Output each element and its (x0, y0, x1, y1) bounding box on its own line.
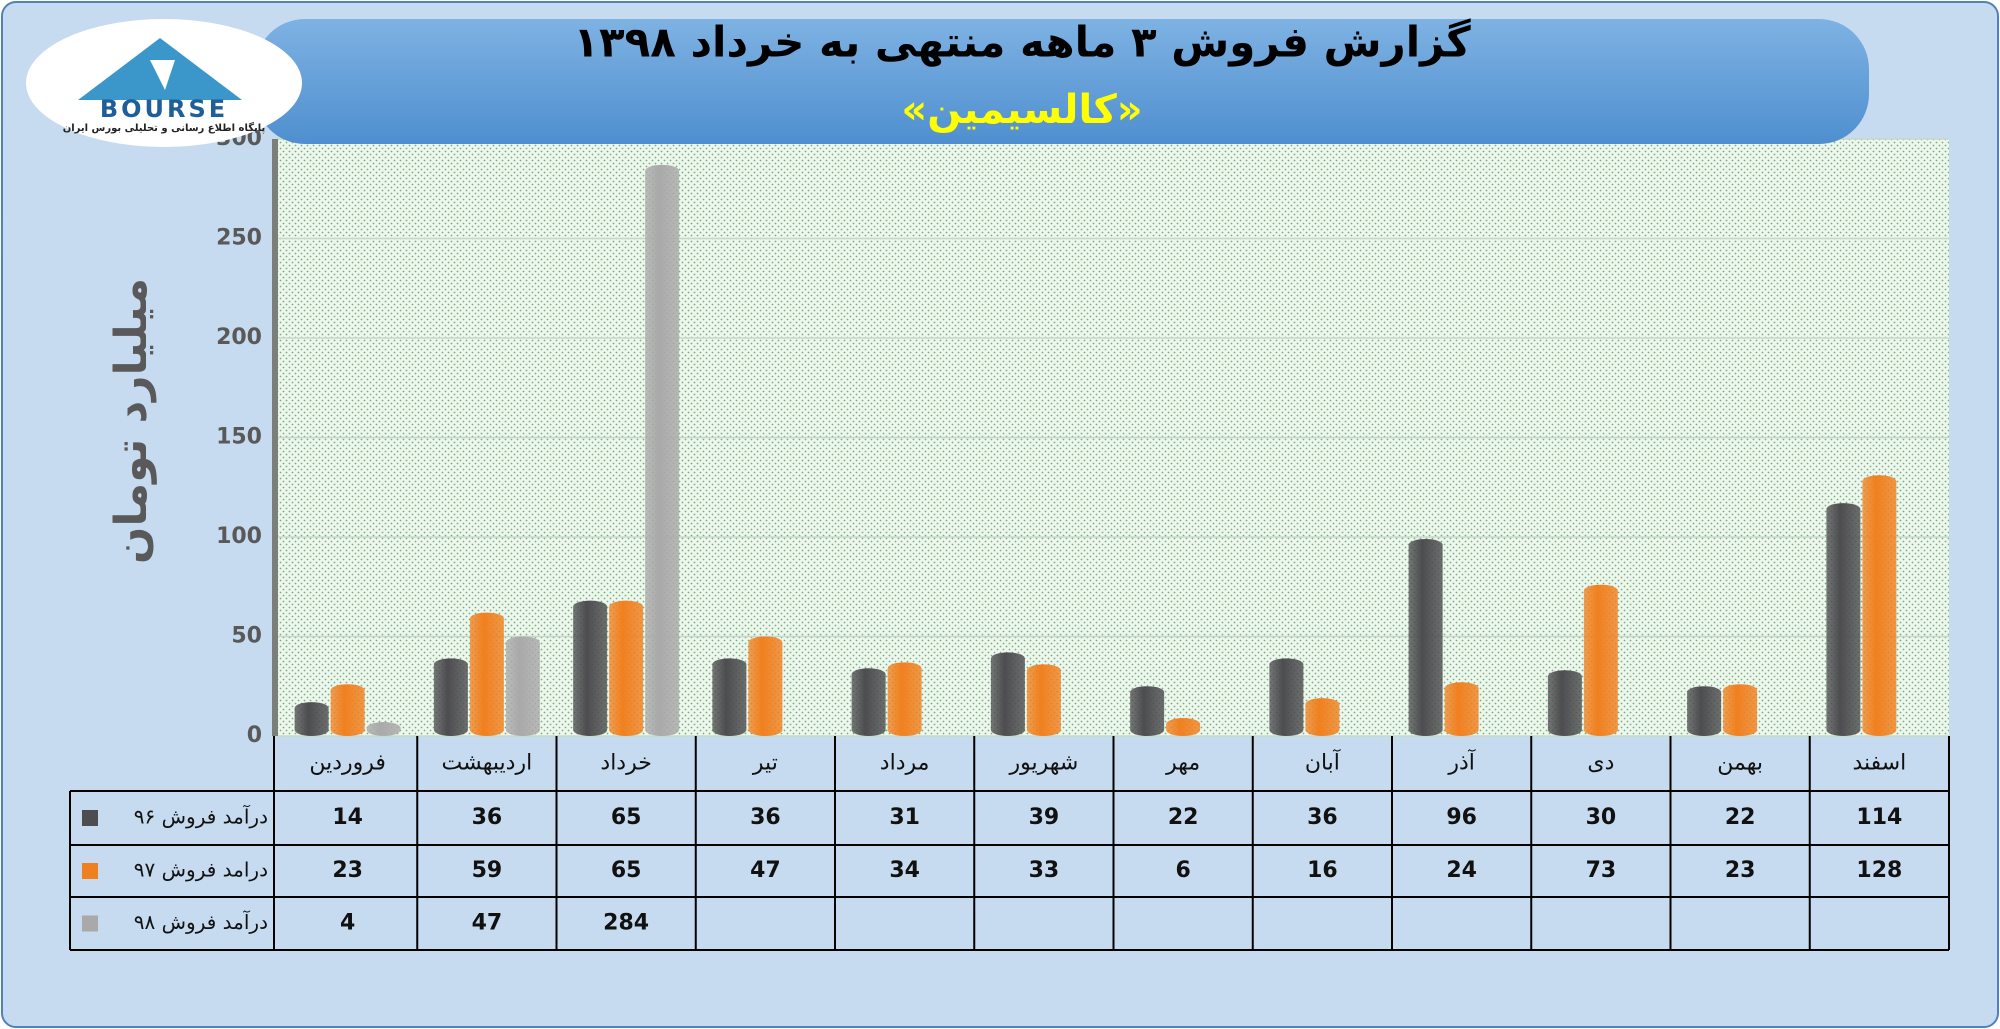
table-value: 30 (1586, 805, 1617, 830)
table-value: 36 (750, 805, 781, 830)
bar (1269, 658, 1304, 736)
bar (1583, 584, 1618, 736)
category-label: مهر (1165, 751, 1200, 776)
bar (851, 668, 886, 736)
table-value: 65 (611, 858, 642, 883)
table-value: 36 (1307, 805, 1338, 830)
bar (294, 702, 329, 736)
bar (1826, 503, 1861, 736)
table-value: 36 (472, 805, 503, 830)
table-value: 22 (1725, 805, 1756, 830)
bar (1305, 698, 1340, 736)
bar (748, 636, 783, 736)
bar (505, 636, 540, 736)
table-value: 6 (1175, 858, 1190, 883)
bar (609, 600, 644, 736)
category-label: شهریور (1008, 751, 1078, 776)
bar (887, 662, 922, 736)
title-banner (255, 19, 1869, 144)
legend-label: درآمد فروش ۹۶ (134, 804, 268, 829)
bar (1723, 684, 1758, 736)
y-axis-label: میلیارد تومان (106, 278, 157, 564)
table-value: 24 (1446, 858, 1477, 883)
table-value: 47 (750, 858, 781, 883)
table-value: 128 (1856, 858, 1902, 883)
bar (433, 658, 468, 736)
table-value: 22 (1168, 805, 1199, 830)
bar (1687, 686, 1722, 736)
table-value: 34 (889, 858, 920, 883)
table-value: 16 (1307, 858, 1338, 883)
table-value: 59 (472, 858, 503, 883)
logo-subtitle: پایگاه اطلاع رسانی و تحلیلی بورس ایران (63, 121, 266, 134)
bar (1130, 686, 1165, 736)
y-tick-label: 100 (216, 524, 262, 549)
y-tick-label: 50 (231, 624, 262, 649)
category-label: تیر (752, 751, 778, 776)
category-label: بهمن (1717, 751, 1763, 776)
bar (330, 684, 365, 736)
category-label: مرداد (880, 751, 930, 776)
category-label: دی (1587, 751, 1614, 776)
bar (645, 164, 680, 737)
bar (1547, 670, 1582, 736)
legend-swatch (82, 810, 98, 826)
y-tick-label: 250 (216, 226, 262, 251)
logo-mark (150, 60, 175, 90)
table-value: 73 (1586, 858, 1617, 883)
category-label: آذر (1447, 749, 1475, 776)
table-value: 14 (332, 805, 363, 830)
legend-swatch (82, 863, 98, 879)
bar (1862, 475, 1897, 736)
table-value: 23 (332, 858, 363, 883)
legend-label: درامد فروش ۹۷ (134, 858, 268, 882)
table-value: 31 (889, 805, 920, 830)
legend-label: درآمد فروش ۹۸ (134, 909, 268, 934)
bar (1408, 538, 1443, 736)
table-value: 39 (1029, 805, 1060, 830)
table-value: 65 (611, 805, 642, 830)
table-value: 284 (603, 911, 649, 936)
table-value: 23 (1725, 858, 1756, 883)
category-label: اسفند (1852, 751, 1906, 776)
category-label: اردیبهشت (442, 751, 533, 776)
chart-subtitle: «کالسیمین» (901, 87, 1142, 133)
table-value: 33 (1029, 858, 1060, 883)
bar (366, 722, 401, 736)
y-tick-label: 0 (247, 723, 262, 748)
category-label: خرداد (600, 751, 651, 776)
bar (1026, 664, 1061, 736)
table-value: 114 (1856, 805, 1902, 830)
category-label: فروردین (309, 751, 386, 776)
logo-text: BOURSE (100, 95, 228, 123)
chart-title: گزارش فروش ۳ ماهه منتهی به خرداد ۱۳۹۸ (573, 18, 1471, 68)
legend-swatch (82, 915, 98, 932)
bar (1166, 718, 1201, 736)
plot-wall (272, 139, 278, 736)
bar (990, 652, 1025, 736)
bar (1444, 682, 1479, 736)
table-value: 47 (472, 911, 503, 936)
bar (712, 658, 747, 736)
bar (469, 612, 504, 736)
table-value: 96 (1446, 805, 1477, 830)
category-label: آبان (1305, 749, 1341, 776)
y-tick-label: 150 (216, 425, 262, 450)
bar (573, 600, 608, 736)
y-tick-label: 200 (216, 325, 262, 350)
table-value: 4 (340, 911, 355, 936)
